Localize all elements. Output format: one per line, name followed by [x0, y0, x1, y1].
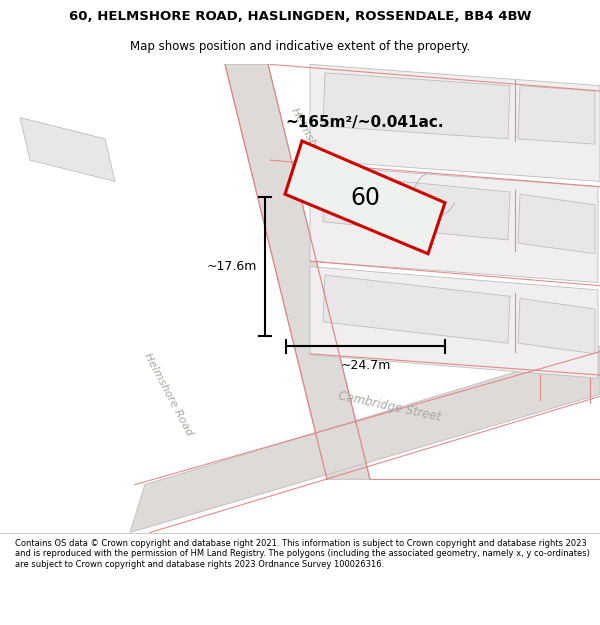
Text: Helmshore Road: Helmshore Road — [289, 106, 341, 192]
Text: ~24.7m: ~24.7m — [340, 359, 391, 372]
Polygon shape — [323, 174, 510, 240]
Text: 60, HELMSHORE ROAD, HASLINGDEN, ROSSENDALE, BB4 4BW: 60, HELMSHORE ROAD, HASLINGDEN, ROSSENDA… — [69, 9, 531, 22]
Polygon shape — [310, 166, 598, 282]
Polygon shape — [225, 64, 370, 479]
Polygon shape — [285, 141, 445, 254]
Polygon shape — [323, 73, 510, 139]
Polygon shape — [518, 298, 595, 354]
Text: ~165m²/~0.041ac.: ~165m²/~0.041ac. — [286, 116, 444, 131]
Polygon shape — [518, 194, 595, 254]
Polygon shape — [323, 275, 510, 343]
Polygon shape — [130, 346, 600, 532]
Polygon shape — [518, 86, 595, 144]
Polygon shape — [310, 266, 598, 378]
Text: Map shows position and indicative extent of the property.: Map shows position and indicative extent… — [130, 40, 470, 53]
Polygon shape — [20, 118, 115, 181]
Text: Cambridge Street: Cambridge Street — [337, 390, 443, 424]
Polygon shape — [310, 64, 600, 181]
Text: ~17.6m: ~17.6m — [206, 260, 257, 273]
Text: Contains OS data © Crown copyright and database right 2021. This information is : Contains OS data © Crown copyright and d… — [15, 539, 590, 569]
Text: 60: 60 — [350, 186, 380, 210]
Text: Helmshore Road: Helmshore Road — [142, 351, 194, 438]
